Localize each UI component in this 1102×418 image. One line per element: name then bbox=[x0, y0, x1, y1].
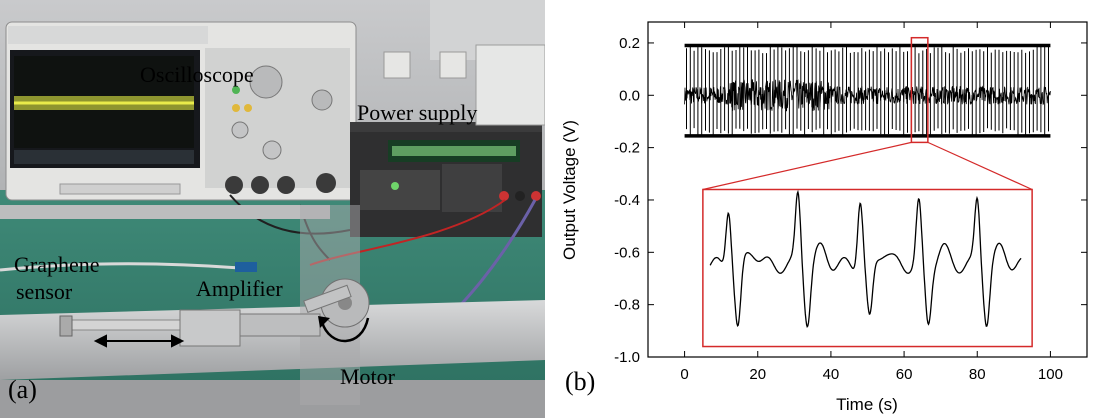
inset-box bbox=[702, 188, 1033, 348]
x-tick-label: 60 bbox=[896, 366, 913, 383]
graphene-sensor-label-line1: Graphene bbox=[14, 252, 100, 277]
motor-label: Motor bbox=[340, 364, 396, 389]
zoom-highlight-box bbox=[910, 36, 929, 144]
y-tick-label: -0.8 bbox=[614, 297, 640, 314]
graphene-sensor-label-line2: sensor bbox=[16, 279, 73, 304]
signal-spikes bbox=[686, 45, 1049, 136]
outlet-2 bbox=[439, 51, 467, 79]
y-tick-label: -0.4 bbox=[614, 192, 640, 209]
amplifier-label: Amplifier bbox=[196, 276, 283, 301]
y-tick-label: 0.0 bbox=[619, 87, 640, 104]
panel-label-a: (a) bbox=[8, 375, 37, 404]
x-tick-label: 80 bbox=[969, 366, 986, 383]
x-tick-label: 100 bbox=[1038, 366, 1063, 383]
voltage-chart: 0.20.0-0.2-0.4-0.6-0.8-1.0 0 20 40 60 80 100 … bbox=[545, 0, 1102, 418]
y-tick-label: -1.0 bbox=[614, 349, 640, 366]
oscilloscope-label: Oscilloscope bbox=[140, 62, 254, 87]
reciprocating-arrow bbox=[93, 334, 185, 348]
y-tick-label: -0.6 bbox=[614, 244, 640, 261]
power-supply-label: Power supply bbox=[357, 100, 477, 125]
power-supply bbox=[350, 44, 545, 237]
x-tick-label: 20 bbox=[749, 366, 766, 383]
zoom-connector-left bbox=[702, 141, 912, 191]
motor bbox=[303, 278, 370, 328]
amplifier-board bbox=[235, 262, 257, 272]
rotation-arrow bbox=[318, 316, 370, 343]
y-tick-label: -0.2 bbox=[614, 140, 640, 157]
x-axis-label: Time (s) bbox=[836, 395, 898, 414]
plot-frame bbox=[647, 21, 1088, 358]
oscilloscope bbox=[5, 21, 357, 201]
experimental-setup-photo: Oscilloscope Power supply Graphene senso… bbox=[0, 0, 545, 418]
x-tick-label: 0 bbox=[680, 366, 688, 383]
x-tick-label: 40 bbox=[823, 366, 840, 383]
y-tick-label: 0.2 bbox=[619, 35, 640, 52]
inset-waveform bbox=[709, 189, 1022, 329]
y-axis-label: Output Voltage (V) bbox=[560, 120, 579, 260]
zoom-connector-right bbox=[927, 141, 1033, 191]
outlet bbox=[383, 51, 411, 79]
panel-label-b: (b) bbox=[565, 367, 595, 396]
signal-baseline bbox=[684, 79, 1051, 112]
linear-actuator bbox=[59, 309, 321, 347]
